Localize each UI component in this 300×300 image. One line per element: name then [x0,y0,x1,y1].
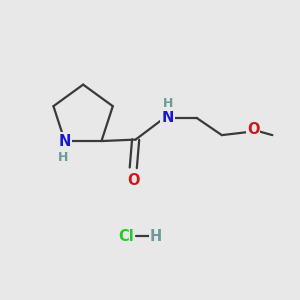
Text: H: H [150,229,162,244]
Text: N: N [162,110,174,125]
Text: Cl: Cl [118,229,134,244]
Text: N: N [58,134,71,148]
Text: H: H [163,98,173,110]
Text: O: O [127,173,140,188]
Text: O: O [247,122,259,137]
Text: H: H [58,151,68,164]
